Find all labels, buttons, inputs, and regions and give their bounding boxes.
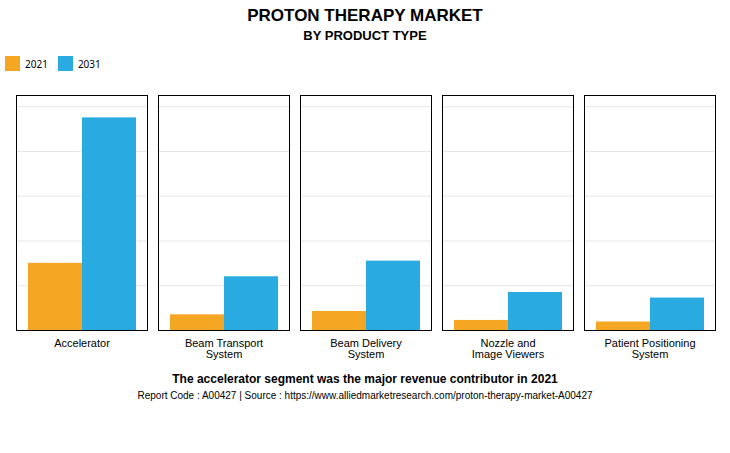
- html-text:Report Code : A00427 | Source: Report Code : A00427 | Source : https://…: [137, 390, 593, 401]
- html-text:2021: 2021: [25, 56, 48, 71]
- svg-text:Nozzle andImage Viewers: Nozzle andImage Viewers: [472, 337, 545, 360]
- svg-text:Patient PositioningSystem: Patient PositioningSystem: [604, 337, 695, 360]
- svg-text:Beam DeliverySystem: Beam DeliverySystem: [330, 337, 402, 360]
- html-text:2031: 2031: [77, 56, 101, 71]
- svg-text:Beam TransportSystem: Beam TransportSystem: [185, 337, 263, 360]
- html-text:The accelerator segment was th: The accelerator segment was the major re…: [172, 372, 558, 386]
- html-text:PROTON THERAPY MARKET: PROTON THERAPY MARKET: [247, 6, 483, 25]
- svg-text:Accelerator: Accelerator: [54, 337, 110, 349]
- html-text:BY PRODUCT TYPE: BY PRODUCT TYPE: [303, 28, 427, 43]
